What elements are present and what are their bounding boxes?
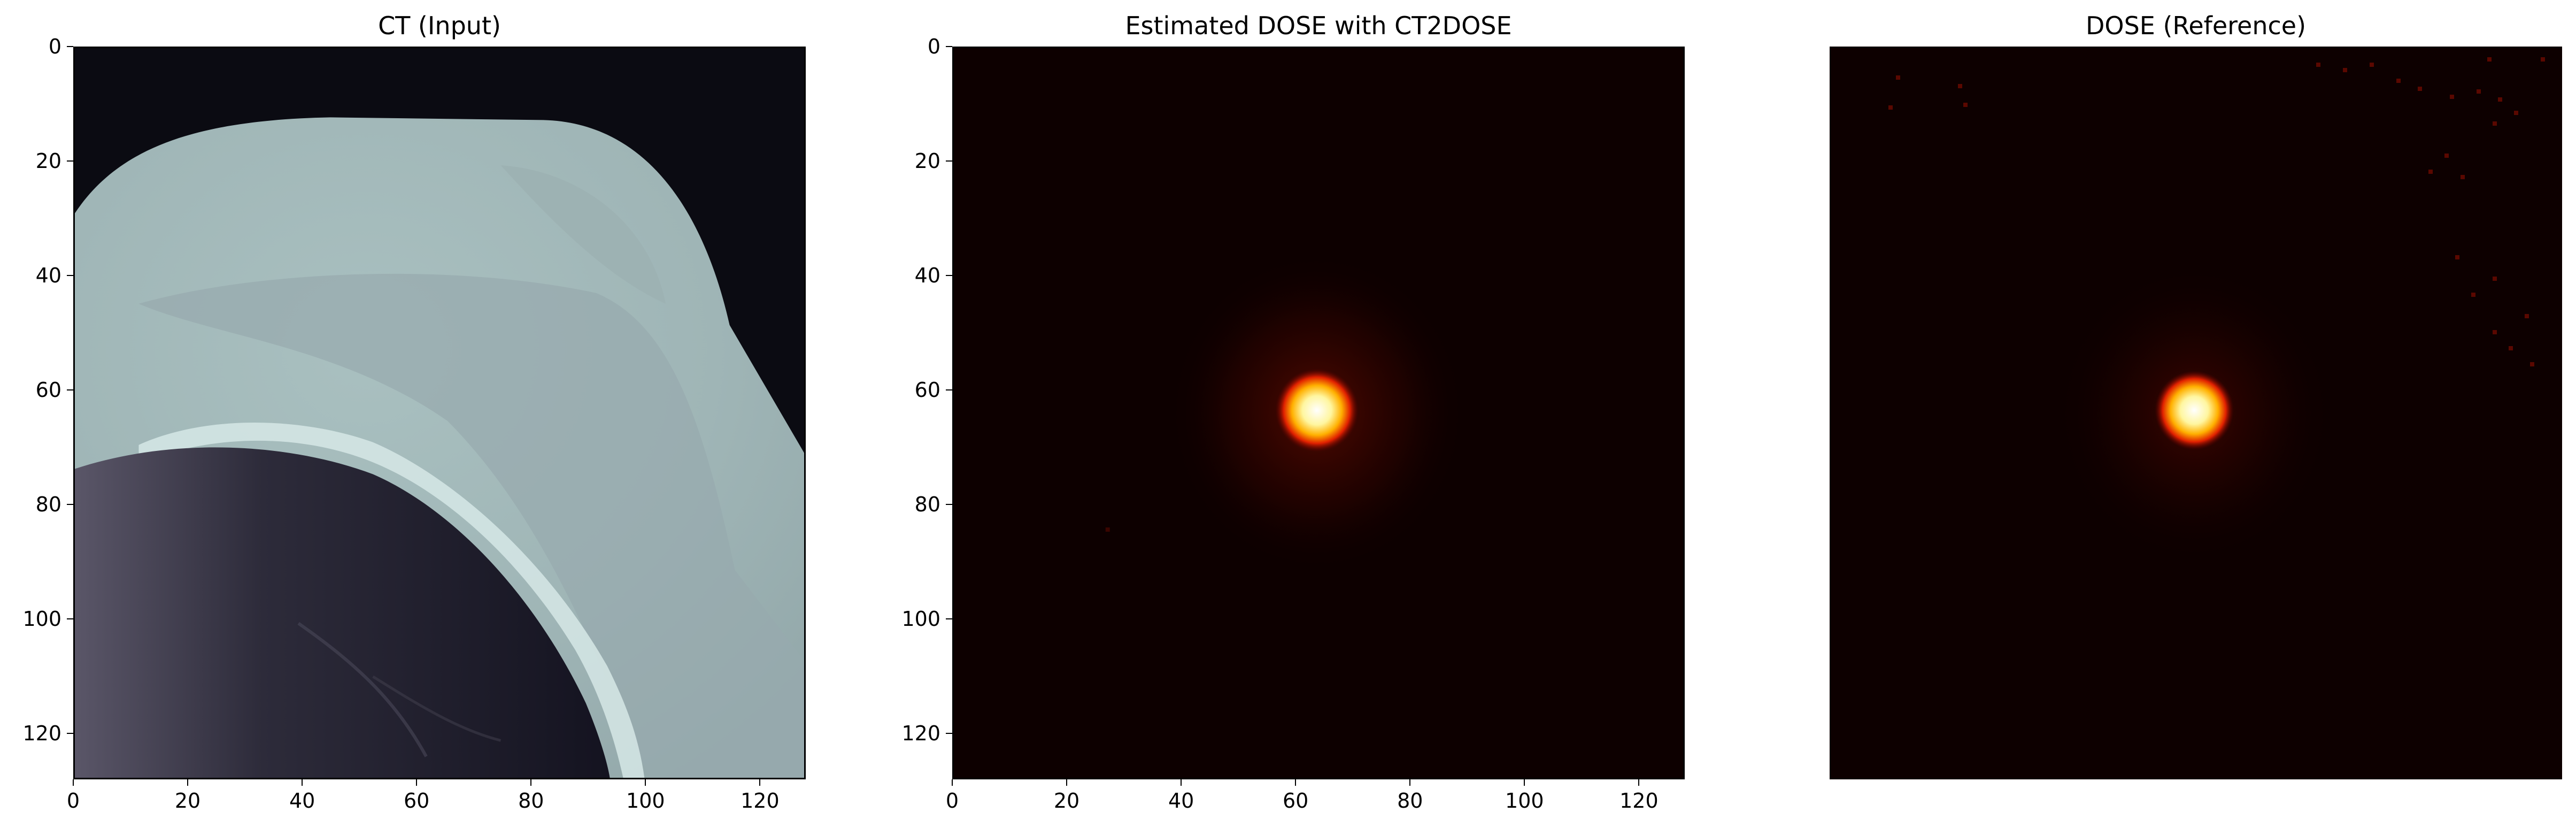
x-tick-mark xyxy=(73,779,74,786)
x-tick-mark xyxy=(1638,779,1640,786)
x-tick-label: 120 xyxy=(741,789,780,813)
x-tick-label: 0 xyxy=(66,789,80,813)
estimated-dose-title: Estimated DOSE with CT2DOSE xyxy=(1125,11,1512,40)
y-tick-mark xyxy=(67,46,73,47)
x-tick-mark xyxy=(952,779,953,786)
reference-dose-graphic xyxy=(1830,47,2562,779)
reference-dose-image xyxy=(1830,47,2562,779)
y-tick-mark xyxy=(67,618,73,620)
x-tick-label: 0 xyxy=(945,789,959,813)
y-tick-label: 120 xyxy=(22,722,61,746)
x-tick-mark xyxy=(645,779,646,786)
y-tick-label: 60 xyxy=(35,378,61,402)
x-tick-label: 80 xyxy=(1397,789,1423,813)
y-tick-mark xyxy=(946,389,952,391)
x-tick-mark xyxy=(302,779,303,786)
y-tick-mark xyxy=(67,389,73,391)
x-tick-mark xyxy=(1524,779,1525,786)
y-tick-mark xyxy=(946,160,952,162)
y-tick-mark xyxy=(946,46,952,47)
y-tick-mark xyxy=(946,275,952,277)
x-tick-label: 40 xyxy=(289,789,315,813)
y-tick-label: 100 xyxy=(22,607,61,631)
x-tick-mark xyxy=(416,779,418,786)
x-tick-label: 40 xyxy=(1168,789,1194,813)
y-tick-mark xyxy=(946,618,952,620)
y-tick-label: 80 xyxy=(914,493,940,517)
y-tick-mark xyxy=(67,160,73,162)
x-tick-mark xyxy=(530,779,532,786)
y-tick-label: 80 xyxy=(35,493,61,517)
reference-dose-title: DOSE (Reference) xyxy=(2085,11,2307,40)
x-tick-label: 100 xyxy=(1505,789,1544,813)
x-tick-label: 20 xyxy=(1053,789,1080,813)
x-tick-label: 60 xyxy=(404,789,430,813)
ct-panel-title: CT (Input) xyxy=(378,11,501,40)
x-tick-label: 100 xyxy=(626,789,665,813)
x-tick-mark xyxy=(1295,779,1297,786)
y-tick-label: 20 xyxy=(914,149,940,173)
y-tick-label: 40 xyxy=(35,264,61,288)
estimated-dose-graphic xyxy=(954,48,1683,778)
x-tick-label: 60 xyxy=(1283,789,1309,813)
y-tick-mark xyxy=(67,504,73,505)
x-tick-mark xyxy=(759,779,761,786)
x-tick-label: 20 xyxy=(174,789,201,813)
y-tick-label: 20 xyxy=(35,149,61,173)
y-tick-label: 120 xyxy=(901,722,940,746)
y-tick-mark xyxy=(67,733,73,734)
x-tick-label: 80 xyxy=(518,789,544,813)
ct-image xyxy=(73,47,806,779)
y-tick-mark xyxy=(946,504,952,505)
y-tick-label: 60 xyxy=(914,378,940,402)
x-tick-mark xyxy=(1409,779,1411,786)
x-tick-label: 120 xyxy=(1619,789,1659,813)
ct-slice-graphic xyxy=(75,48,804,778)
x-tick-mark xyxy=(1181,779,1182,786)
x-tick-mark xyxy=(1066,779,1068,786)
y-tick-label: 0 xyxy=(48,35,61,58)
y-tick-label: 100 xyxy=(901,607,940,631)
estimated-dose-image xyxy=(952,47,1685,779)
y-tick-mark xyxy=(946,733,952,734)
y-tick-mark xyxy=(67,275,73,277)
x-tick-mark xyxy=(187,779,189,786)
y-tick-label: 40 xyxy=(914,264,940,288)
y-tick-label: 0 xyxy=(927,35,940,58)
